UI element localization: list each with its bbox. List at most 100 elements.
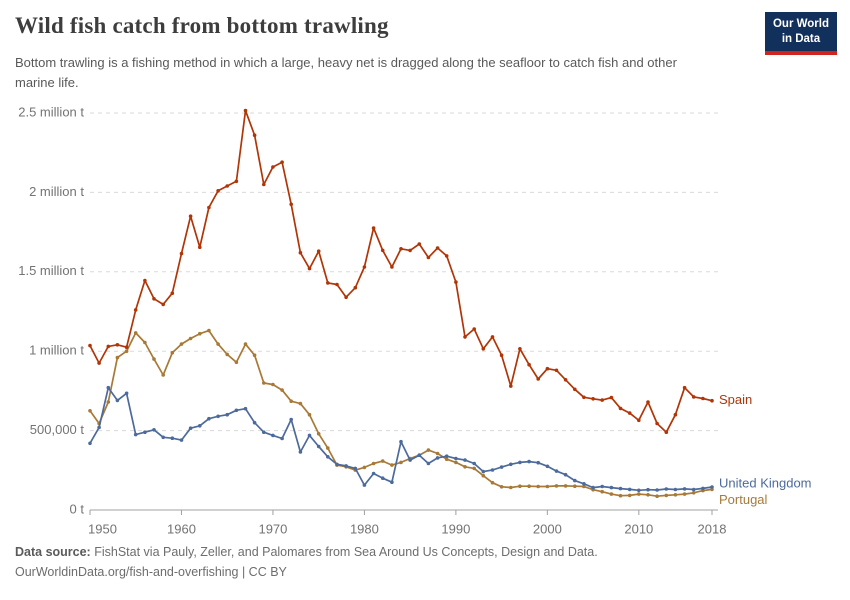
data-point[interactable] — [417, 453, 422, 458]
owid-logo[interactable]: Our World in Data — [764, 12, 837, 55]
data-point[interactable] — [554, 368, 559, 373]
data-point[interactable] — [618, 493, 623, 498]
data-point[interactable] — [527, 362, 531, 367]
data-point[interactable] — [262, 430, 266, 435]
data-point[interactable] — [435, 456, 440, 460]
data-point[interactable] — [271, 433, 275, 438]
data-point[interactable] — [646, 493, 650, 497]
data-point[interactable] — [527, 459, 531, 464]
data-point[interactable] — [380, 248, 385, 253]
data-point[interactable] — [170, 436, 175, 441]
data-point[interactable] — [298, 450, 303, 454]
data-point[interactable] — [646, 400, 650, 404]
data-point[interactable] — [179, 438, 184, 442]
data-point[interactable] — [371, 461, 376, 466]
data-point[interactable] — [554, 484, 559, 488]
data-point[interactable] — [335, 462, 339, 467]
data-point[interactable] — [582, 395, 586, 400]
data-point[interactable] — [115, 398, 120, 403]
data-point[interactable] — [390, 265, 394, 269]
data-point[interactable] — [454, 456, 458, 461]
data-point[interactable] — [664, 487, 669, 491]
data-point[interactable] — [518, 460, 522, 465]
data-point[interactable] — [353, 285, 358, 290]
data-point[interactable] — [170, 351, 175, 355]
data-point[interactable] — [399, 247, 403, 251]
data-point[interactable] — [618, 406, 623, 411]
data-point[interactable] — [472, 461, 477, 466]
data-point[interactable] — [188, 426, 193, 431]
data-point[interactable] — [243, 406, 248, 411]
data-point[interactable] — [609, 395, 614, 400]
data-point[interactable] — [682, 492, 687, 496]
data-point[interactable] — [344, 464, 348, 468]
data-point[interactable] — [536, 484, 540, 489]
data-point[interactable] — [691, 487, 696, 492]
data-point[interactable] — [262, 381, 266, 385]
data-point[interactable] — [307, 266, 312, 271]
data-point[interactable] — [124, 391, 129, 396]
data-point[interactable] — [618, 486, 623, 491]
data-point[interactable] — [518, 484, 522, 489]
data-point[interactable] — [637, 488, 641, 493]
data-point[interactable] — [88, 409, 92, 413]
data-point[interactable] — [646, 487, 650, 492]
data-point[interactable] — [591, 397, 595, 401]
data-point[interactable] — [426, 255, 431, 260]
data-point[interactable] — [627, 493, 632, 498]
data-point[interactable] — [481, 473, 486, 478]
data-point[interactable] — [444, 254, 449, 258]
data-point[interactable] — [179, 251, 184, 256]
data-point[interactable] — [243, 108, 248, 113]
data-point[interactable] — [563, 484, 568, 488]
data-point[interactable] — [234, 408, 239, 413]
data-point[interactable] — [326, 281, 330, 285]
data-point[interactable] — [609, 485, 614, 490]
data-point[interactable] — [344, 295, 348, 299]
data-point[interactable] — [691, 491, 696, 495]
data-point[interactable] — [152, 297, 156, 301]
data-point[interactable] — [380, 459, 385, 463]
data-point[interactable] — [106, 344, 111, 349]
data-point[interactable] — [362, 265, 367, 269]
data-point[interactable] — [335, 282, 339, 287]
data-point[interactable] — [509, 384, 513, 388]
data-point[interactable] — [280, 160, 284, 164]
data-point[interactable] — [252, 133, 257, 137]
line-chart[interactable]: 0 t 500,000 t 1 million t 1.5 million t 2 mi… — [0, 95, 850, 540]
data-point[interactable] — [609, 492, 614, 496]
data-point[interactable] — [216, 414, 220, 419]
data-point[interactable] — [655, 421, 659, 426]
data-point[interactable] — [417, 242, 422, 246]
data-point[interactable] — [627, 411, 632, 415]
data-point[interactable] — [490, 335, 495, 339]
data-point[interactable] — [454, 460, 458, 465]
data-point[interactable] — [152, 428, 156, 432]
data-point[interactable] — [362, 483, 367, 487]
data-point[interactable] — [573, 387, 577, 392]
data-point[interactable] — [225, 352, 229, 357]
data-point[interactable] — [710, 485, 714, 489]
data-point[interactable] — [152, 357, 156, 361]
data-point[interactable] — [399, 439, 403, 444]
data-point[interactable] — [509, 485, 513, 490]
data-point[interactable] — [563, 472, 568, 477]
data-point[interactable] — [573, 484, 577, 489]
data-point[interactable] — [143, 340, 147, 345]
data-point[interactable] — [161, 373, 165, 377]
data-point[interactable] — [499, 485, 504, 489]
data-point[interactable] — [106, 400, 111, 404]
data-point[interactable] — [252, 420, 257, 425]
data-point[interactable] — [426, 448, 431, 452]
data-point[interactable] — [188, 214, 193, 218]
data-point[interactable] — [573, 478, 577, 483]
data-point[interactable] — [499, 353, 504, 358]
data-point[interactable] — [307, 412, 312, 417]
data-point[interactable] — [316, 432, 321, 436]
data-point[interactable] — [115, 343, 120, 347]
data-point[interactable] — [664, 493, 669, 498]
data-point[interactable] — [161, 435, 165, 440]
data-point[interactable] — [371, 226, 376, 230]
data-point[interactable] — [536, 460, 540, 465]
data-point[interactable] — [179, 342, 184, 346]
